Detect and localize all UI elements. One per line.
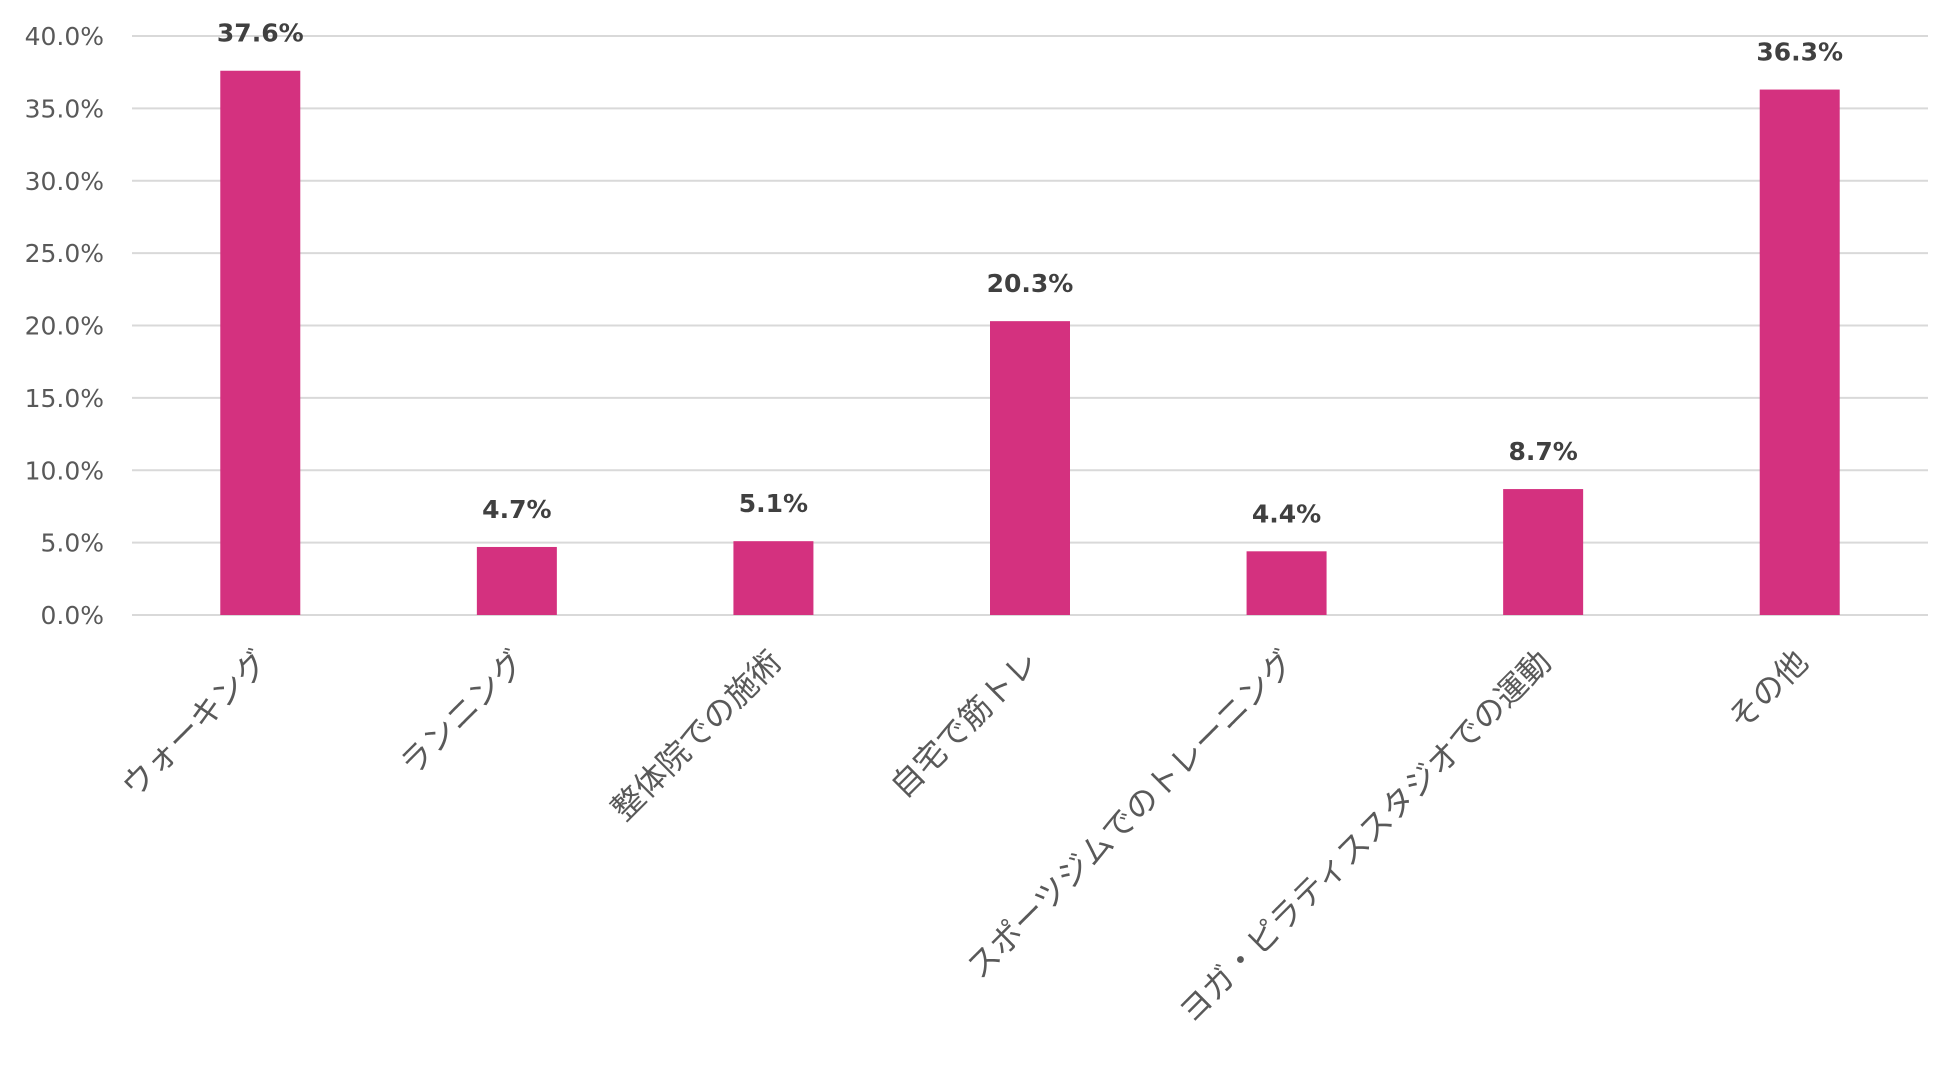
x-tick-label: 整体院での施術 (604, 643, 789, 828)
bar (1759, 89, 1840, 616)
bar (220, 70, 301, 616)
data-label: 5.1% (739, 489, 808, 518)
data-label: 4.4% (1252, 499, 1321, 528)
data-label: 36.3% (1756, 38, 1843, 67)
bar (733, 541, 814, 615)
bar (476, 546, 557, 615)
y-tick-label: 10.0% (25, 456, 104, 485)
data-label: 37.6% (217, 19, 304, 48)
y-tick-label: 35.0% (25, 94, 104, 123)
bar (1503, 489, 1584, 615)
bars (220, 70, 1840, 616)
y-tick-label: 40.0% (25, 22, 104, 51)
y-tick-label: 5.0% (40, 529, 104, 558)
x-axis-ticks: ウォーキング ランニング 整体院での施術 自宅で筋トレスポーツジムでのトレーニングヨガ… (114, 643, 1815, 1031)
data-label: 4.7% (482, 495, 551, 524)
x-tick-label: ウォーキング (114, 643, 276, 805)
y-tick-label: 0.0% (40, 601, 104, 630)
data-label: 20.3% (987, 269, 1074, 298)
y-tick-label: 15.0% (25, 384, 104, 413)
x-tick-label: 自宅で筋トレ (883, 643, 1046, 806)
bar (990, 321, 1070, 615)
x-tick-label: ランニング (392, 643, 532, 783)
data-labels: 37.6% 4.7% 5.1% 20.3% 4.4% 8.7% 36.3% (217, 19, 1843, 529)
bar (1246, 551, 1327, 615)
y-axis-ticks: 0.0% 5.0% 10.0% 15.0% 20.0% 25.0% 30.0% 35.0% 40… (25, 22, 104, 630)
y-tick-label: 20.0% (25, 312, 104, 341)
y-tick-label: 25.0% (25, 239, 104, 268)
x-tick-label: その他 (1721, 643, 1816, 738)
y-tick-label: 30.0% (25, 167, 104, 196)
data-label: 8.7% (1508, 437, 1577, 466)
